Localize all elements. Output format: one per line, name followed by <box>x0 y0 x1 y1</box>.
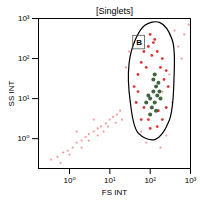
svg-text:10⁰: 10⁰ <box>63 176 75 185</box>
svg-text:10⁰: 10⁰ <box>17 134 29 143</box>
svg-text:10³: 10³ <box>18 14 30 23</box>
svg-text:10¹: 10¹ <box>104 176 116 185</box>
svg-text:10²: 10² <box>144 176 156 185</box>
svg-text:10³: 10³ <box>185 176 197 185</box>
svg-text:FS INT: FS INT <box>102 188 127 197</box>
svg-text:[Singlets]: [Singlets] <box>96 6 133 16</box>
svg-text:SS INT: SS INT <box>7 80 16 106</box>
svg-text:10¹: 10¹ <box>18 94 30 103</box>
svg-text:10²: 10² <box>18 54 30 63</box>
svg-text:B: B <box>136 38 142 47</box>
